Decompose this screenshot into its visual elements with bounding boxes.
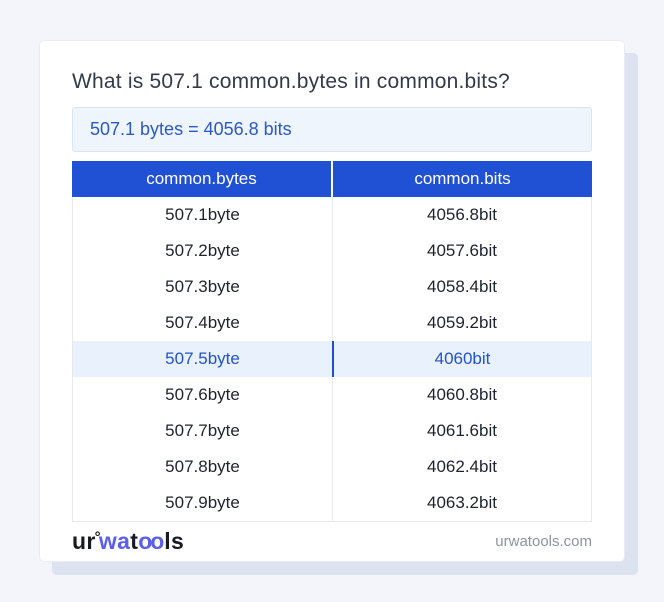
bytes-cell: 507.8byte — [165, 457, 240, 476]
bytes-cell: 507.9byte — [165, 493, 240, 512]
bits-cell: 4058.4bit — [332, 269, 591, 305]
card-footer: ur°watools urwatools.com — [72, 522, 592, 561]
site-link[interactable]: urwatools.com — [495, 533, 592, 550]
table-row[interactable]: 507.4byte 4059.2bit — [73, 305, 591, 341]
bits-cell: 4062.4bit — [332, 449, 591, 485]
bytes-cell: 507.4byte — [165, 313, 240, 332]
conversion-table: common.bytes common.bits 507.1byte 4056.… — [72, 161, 592, 522]
column-header-bits: common.bits — [333, 161, 592, 197]
table-row[interactable]: 507.7byte 4061.6bit — [73, 413, 591, 449]
bytes-cell: 507.1byte — [165, 205, 240, 224]
table-row[interactable]: 507.8byte 4062.4bit — [73, 449, 591, 485]
bytes-cell: 507.3byte — [165, 277, 240, 296]
bits-cell: 4056.8bit — [332, 197, 591, 233]
table-row[interactable]: 507.3byte 4058.4bit — [73, 269, 591, 305]
logo-text-ur: ur — [72, 528, 96, 554]
bytes-cell: 507.7byte — [165, 421, 240, 440]
bits-cell: 4063.2bit — [332, 485, 591, 521]
bits-cell: 4060bit — [332, 341, 591, 377]
table-header-row: common.bytes common.bits — [72, 161, 592, 197]
table-row[interactable]: 507.5byte 4060bit — [73, 341, 591, 377]
answer-box: 507.1 bytes = 4056.8 bits — [72, 107, 592, 152]
bits-cell: 4060.8bit — [332, 377, 591, 413]
bits-cell: 4057.6bit — [332, 233, 591, 269]
table-row[interactable]: 507.6byte 4060.8bit — [73, 377, 591, 413]
logo-text-t: t — [130, 528, 139, 554]
bits-cell: 4061.6bit — [332, 413, 591, 449]
logo-text-ls: ls — [164, 528, 185, 554]
answer-text: 507.1 bytes = 4056.8 bits — [90, 119, 292, 139]
bits-cell: 4059.2bit — [332, 305, 591, 341]
logo[interactable]: ur°watools — [72, 530, 184, 553]
logo-ring-icon: ° — [94, 529, 101, 546]
page-title: What is 507.1 common.bytes in common.bit… — [72, 70, 510, 93]
conversion-card: What is 507.1 common.bytes in common.bit… — [39, 40, 625, 562]
bytes-cell: 507.2byte — [165, 241, 240, 260]
table-body: 507.1byte 4056.8bit 507.2byte 4057.6bit … — [72, 197, 592, 522]
bytes-cell: 507.6byte — [165, 385, 240, 404]
table-row[interactable]: 507.9byte 4063.2bit — [73, 485, 591, 521]
column-header-bytes: common.bytes — [72, 161, 331, 197]
logo-text-oo: oo — [138, 528, 164, 554]
table-row[interactable]: 507.2byte 4057.6bit — [73, 233, 591, 269]
logo-text-wa: wa — [98, 528, 131, 554]
bytes-cell: 507.5byte — [165, 349, 240, 368]
table-row[interactable]: 507.1byte 4056.8bit — [73, 197, 591, 233]
